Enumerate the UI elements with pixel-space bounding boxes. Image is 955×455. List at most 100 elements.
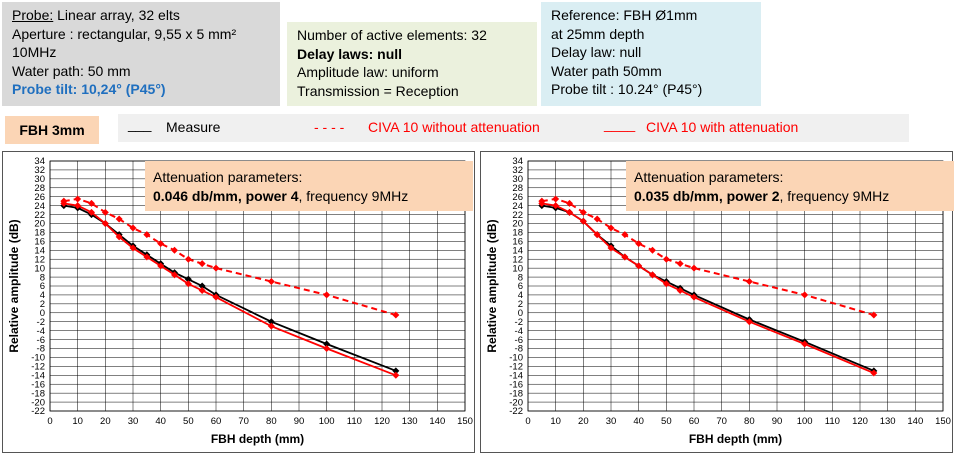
data-point-series-2 xyxy=(74,202,82,210)
data-point-series-2 xyxy=(143,253,151,261)
y-tick-label: 16 xyxy=(34,237,45,248)
delay-laws: Delay laws: null xyxy=(297,45,403,62)
data-point-series-2 xyxy=(171,271,178,279)
x-tick-label: 0 xyxy=(47,416,52,427)
data-point-series-2 xyxy=(662,280,670,288)
y-tick-label: 30 xyxy=(512,174,523,185)
y-tick-label: 6 xyxy=(518,281,523,292)
data-point-series-0 xyxy=(198,282,206,290)
data-point-series-1 xyxy=(607,224,615,232)
y-tick-label: 18 xyxy=(512,228,523,239)
probe-tilt: Probe tilt: 10,24° (P45°) xyxy=(12,81,166,97)
y-tick-label: -2 xyxy=(37,317,45,328)
x-tick-label: 150 xyxy=(935,416,951,427)
reference-line-5: Probe tilt : 10.24° (P45°) xyxy=(551,81,703,97)
data-point-series-2 xyxy=(101,220,109,227)
y-tick-label: 22 xyxy=(34,210,45,221)
y-tick-label: -16 xyxy=(509,379,523,390)
transmission: Transmission = Reception xyxy=(297,82,459,99)
legend-civa-att-label: CIVA 10 with attenuation xyxy=(646,119,799,135)
x-tick-label: 70 xyxy=(238,416,249,427)
x-tick-label: 60 xyxy=(211,416,222,427)
y-tick-label: -14 xyxy=(509,370,523,381)
data-point-series-0 xyxy=(267,318,275,326)
data-point-series-2 xyxy=(607,244,615,252)
legend-civa-no-att-label: CIVA 10 without attenuation xyxy=(368,119,540,135)
y-tick-label: 10 xyxy=(34,263,45,274)
y-tick-label: 12 xyxy=(512,254,523,265)
y-tick-label: -10 xyxy=(31,353,45,364)
y-tick-label: 24 xyxy=(34,201,45,212)
y-tick-label: 22 xyxy=(512,210,523,221)
y-tick-label: -14 xyxy=(31,370,45,381)
elements-info-box: Number of active elements: 32 Delay laws… xyxy=(287,22,537,106)
legend-measure-label: Measure xyxy=(166,119,221,135)
data-point-series-2 xyxy=(538,199,546,207)
data-point-series-1 xyxy=(101,208,109,216)
attenuation-frequency: , frequency 9MHz xyxy=(779,188,890,204)
y-tick-label: -20 xyxy=(509,397,523,408)
data-point-series-2 xyxy=(745,318,753,326)
y-tick-label: -2 xyxy=(515,317,523,328)
y-tick-label: 28 xyxy=(512,183,523,194)
y-tick-label: 2 xyxy=(40,299,45,310)
y-tick-label: 26 xyxy=(34,192,45,203)
probe-info-box: Probe: Linear array, 32 elts Aperture : … xyxy=(2,2,280,106)
y-tick-label: 32 xyxy=(34,165,45,176)
attenuation-title: Attenuation parameters: xyxy=(634,169,784,185)
x-tick-label: 110 xyxy=(347,416,362,427)
series-line-1 xyxy=(541,197,875,316)
attenuation-title: Attenuation parameters: xyxy=(153,169,303,185)
attenuation-params-left: Attenuation parameters: 0.046 db/mm, pow… xyxy=(145,161,473,211)
y-tick-label: 28 xyxy=(34,183,45,194)
x-tick-label: 10 xyxy=(550,416,561,427)
data-point-series-2 xyxy=(649,271,656,279)
data-point-series-2 xyxy=(593,231,601,239)
data-point-series-2 xyxy=(579,217,587,225)
reference-line-4: Water path 50mm xyxy=(551,62,662,79)
data-point-series-2 xyxy=(60,199,68,207)
y-tick-label: -16 xyxy=(31,379,45,390)
x-tick-label: 40 xyxy=(633,416,644,427)
data-point-series-1 xyxy=(870,311,878,319)
data-point-series-1 xyxy=(593,215,601,223)
y-tick-label: 20 xyxy=(34,219,45,230)
probe-label: Probe: xyxy=(12,7,54,23)
amplitude-law: Amplitude law: uniform xyxy=(297,64,439,80)
x-tick-label: 40 xyxy=(155,416,166,427)
reference-line-2: at 25mm depth xyxy=(551,25,645,42)
data-point-series-2 xyxy=(129,244,137,252)
x-tick-label: 0 xyxy=(525,416,530,427)
data-point-series-1 xyxy=(801,291,809,299)
x-tick-label: 100 xyxy=(797,416,813,427)
data-point-series-2 xyxy=(184,280,192,288)
y-tick-label: 32 xyxy=(512,165,523,176)
probe-type: Linear array, 32 elts xyxy=(53,7,180,23)
y-tick-label: 26 xyxy=(512,192,523,203)
y-tick-label: 6 xyxy=(40,281,45,292)
y-tick-label: -10 xyxy=(509,353,523,364)
fbh-size-tag: FBH 3mm xyxy=(5,116,99,144)
x-tick-label: 140 xyxy=(907,416,923,427)
chart-panel-left: -22 -20 -18 -16 -14 -12 -10 -8 -6 -4 -2 0 2 4 6 8 10 12 14… xyxy=(2,151,475,453)
y-tick-label: 34 xyxy=(512,156,523,167)
active-elements: Number of active elements: 32 xyxy=(297,27,487,43)
data-point-series-2 xyxy=(690,293,698,301)
legend-civa-att-mark: ____ xyxy=(604,116,636,132)
y-tick-label: -12 xyxy=(509,362,523,373)
data-point-series-0 xyxy=(323,340,331,348)
y-tick-label: -18 xyxy=(31,388,45,399)
x-tick-label: 130 xyxy=(880,416,896,427)
data-point-series-1 xyxy=(157,240,165,248)
data-point-series-1 xyxy=(745,278,753,286)
data-point-series-1 xyxy=(323,291,331,299)
data-point-series-1 xyxy=(579,208,587,216)
y-tick-label: -20 xyxy=(31,397,45,408)
attenuation-values: 0.035 db/mm, power 2 xyxy=(634,188,780,204)
x-axis-label: FBH depth (mm) xyxy=(211,432,304,446)
data-point-series-1 xyxy=(171,246,178,254)
x-tick-label: 80 xyxy=(744,416,755,427)
data-point-series-1 xyxy=(129,224,137,232)
probe-aperture: Aperture : rectangular, 9,55 x 5 mm² xyxy=(12,25,237,42)
y-tick-label: 34 xyxy=(34,156,45,167)
